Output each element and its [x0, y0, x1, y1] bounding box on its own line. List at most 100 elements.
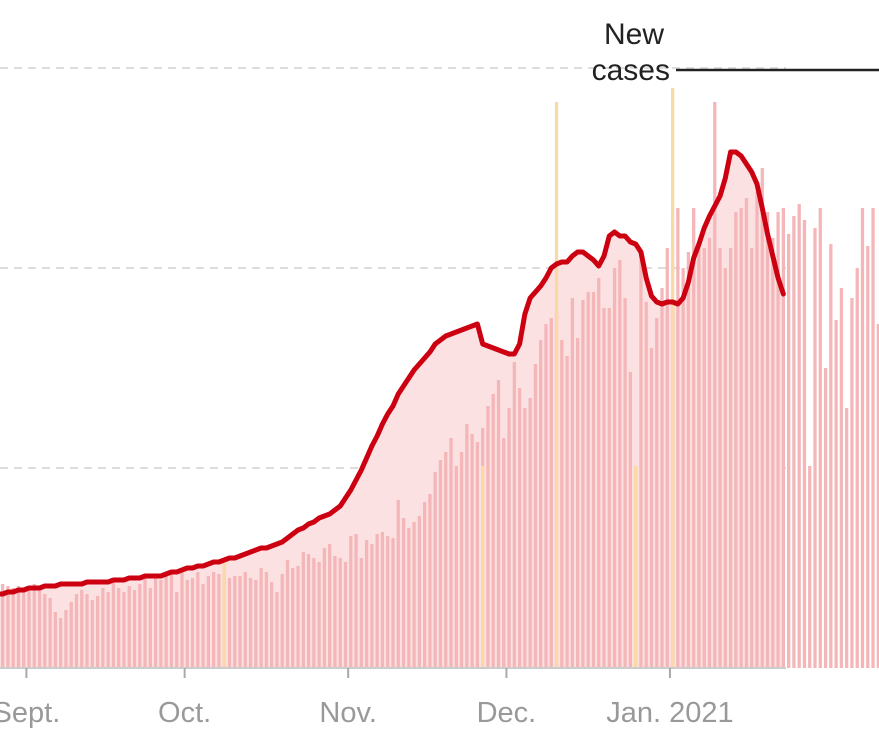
daily-bar: [201, 584, 205, 668]
daily-bar: [312, 558, 316, 668]
daily-bar: [132, 590, 137, 668]
daily-bar: [649, 348, 654, 668]
daily-bar: [328, 544, 332, 668]
daily-bar: [655, 318, 659, 668]
daily-bar: [43, 594, 47, 668]
daily-bar: [544, 324, 548, 668]
daily-bar: [628, 372, 633, 668]
daily-bar: [539, 340, 543, 668]
daily-bar: [581, 300, 585, 668]
daily-bar: [196, 572, 200, 668]
daily-bar: [238, 576, 242, 668]
daily-bar: [206, 576, 210, 668]
daily-bar: [391, 538, 395, 668]
daily-bar: [618, 260, 622, 668]
daily-bar: [301, 552, 305, 668]
daily-bar: [744, 198, 749, 668]
daily-bar: [53, 612, 58, 668]
daily-bar: [560, 340, 564, 668]
daily-bar: [85, 594, 89, 668]
daily-bar: [285, 560, 290, 668]
daily-bar: [338, 558, 342, 668]
daily-bar: [59, 618, 63, 668]
daily-bar: [591, 292, 596, 668]
daily-bar: [401, 518, 406, 668]
daily-bar: [248, 578, 253, 668]
daily-bar: [713, 102, 717, 668]
daily-bar: [839, 288, 844, 668]
x-tick-label: Jan. 2021: [606, 697, 733, 729]
daily-bar: [475, 442, 480, 668]
daily-bar: [523, 408, 527, 668]
x-tick-label: Sept.: [0, 697, 60, 729]
x-tick-label: Oct.: [158, 697, 211, 729]
daily-bar: [834, 320, 838, 668]
daily-bar: [723, 268, 727, 668]
daily-bar: [280, 574, 284, 668]
daily-bar: [138, 584, 142, 668]
daily-bar: [270, 582, 274, 668]
daily-bar: [74, 594, 79, 668]
daily-bar: [164, 576, 168, 668]
daily-bar: [169, 572, 174, 668]
average-line: [0, 149, 786, 597]
daily-bar: [845, 408, 849, 668]
daily-bar: [533, 364, 538, 668]
daily-bar: [80, 590, 84, 668]
daily-bar: [212, 572, 216, 668]
annotation-line-2: cases: [592, 54, 670, 87]
daily-bar: [470, 434, 474, 668]
daily-bar: [686, 252, 691, 668]
daily-bar: [412, 522, 416, 668]
daily-bar: [517, 388, 522, 668]
daily-bar: [486, 406, 490, 668]
daily-bar: [876, 324, 879, 668]
daily-bar: [528, 398, 532, 668]
daily-bar: [275, 592, 279, 668]
daily-bar: [117, 588, 121, 668]
highlighted-day-bar: [670, 88, 675, 668]
daily-bar: [855, 268, 859, 668]
daily-bar: [417, 516, 422, 668]
daily-bar: [32, 584, 36, 668]
daily-bar: [296, 566, 300, 668]
daily-bar: [1, 584, 5, 668]
x-axis: Sept. Oct. Nov. Dec. Jan. 2021: [0, 667, 786, 729]
daily-bar: [739, 208, 743, 668]
daily-bar: [185, 580, 189, 668]
daily-bar: [27, 590, 31, 668]
daily-bar: [428, 494, 432, 668]
daily-bar: [760, 168, 764, 668]
daily-bar: [808, 466, 812, 668]
daily-bar: [180, 568, 184, 668]
daily-bar: [576, 338, 580, 668]
daily-bar: [660, 288, 664, 668]
daily-bar: [644, 302, 648, 668]
daily-bar: [860, 208, 865, 668]
daily-bar: [597, 278, 601, 668]
daily-bar: [565, 356, 569, 668]
daily-bar: [665, 248, 669, 668]
daily-bar: [459, 452, 464, 668]
daily-bar: [623, 298, 627, 668]
daily-bar: [771, 238, 775, 668]
daily-bar: [122, 592, 126, 668]
daily-bar: [37, 588, 42, 668]
daily-bar: [676, 208, 680, 668]
daily-bar: [823, 368, 828, 668]
daily-bar: [491, 394, 495, 668]
daily-bar: [264, 572, 269, 668]
daily-bar: [692, 208, 696, 668]
daily-bar: [22, 592, 26, 668]
daily-bar: [11, 588, 15, 668]
daily-bar: [333, 556, 337, 668]
daily-bar: [607, 308, 611, 668]
highlighted-day-bar: [554, 102, 559, 668]
daily-bar: [143, 578, 147, 668]
daily-bar: [111, 580, 116, 668]
daily-bar: [306, 554, 311, 668]
daily-bar: [101, 588, 105, 668]
daily-bar: [407, 528, 411, 668]
daily-bar: [850, 298, 854, 668]
daily-bar: [829, 244, 833, 668]
